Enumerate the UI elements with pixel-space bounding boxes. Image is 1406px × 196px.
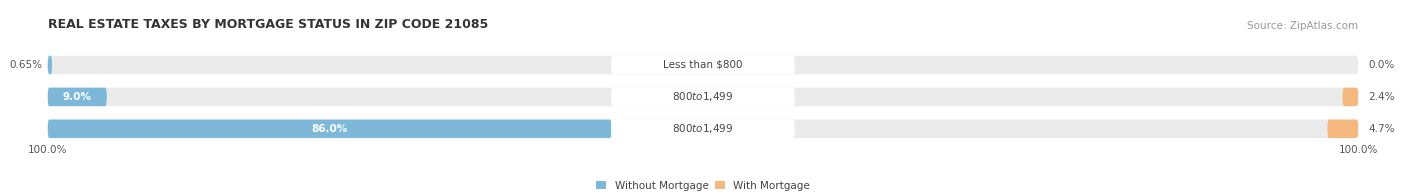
FancyBboxPatch shape bbox=[48, 56, 1358, 74]
FancyBboxPatch shape bbox=[48, 120, 612, 138]
Text: 9.0%: 9.0% bbox=[63, 92, 91, 102]
Text: $800 to $1,499: $800 to $1,499 bbox=[672, 90, 734, 103]
FancyBboxPatch shape bbox=[612, 88, 794, 106]
Text: 2.4%: 2.4% bbox=[1368, 92, 1395, 102]
Text: $800 to $1,499: $800 to $1,499 bbox=[672, 122, 734, 135]
FancyBboxPatch shape bbox=[1327, 120, 1358, 138]
Text: 100.0%: 100.0% bbox=[1339, 145, 1378, 155]
FancyBboxPatch shape bbox=[612, 56, 794, 74]
FancyBboxPatch shape bbox=[48, 88, 1358, 106]
FancyBboxPatch shape bbox=[48, 88, 107, 106]
FancyBboxPatch shape bbox=[48, 120, 1358, 138]
Text: 86.0%: 86.0% bbox=[311, 124, 347, 134]
FancyBboxPatch shape bbox=[1343, 88, 1358, 106]
Text: 0.65%: 0.65% bbox=[10, 60, 42, 70]
Text: REAL ESTATE TAXES BY MORTGAGE STATUS IN ZIP CODE 21085: REAL ESTATE TAXES BY MORTGAGE STATUS IN … bbox=[48, 18, 488, 32]
Text: Source: ZipAtlas.com: Source: ZipAtlas.com bbox=[1247, 22, 1358, 32]
Text: Less than $800: Less than $800 bbox=[664, 60, 742, 70]
Text: 100.0%: 100.0% bbox=[28, 145, 67, 155]
Text: 0.0%: 0.0% bbox=[1368, 60, 1395, 70]
FancyBboxPatch shape bbox=[612, 120, 794, 138]
Legend: Without Mortgage, With Mortgage: Without Mortgage, With Mortgage bbox=[596, 181, 810, 191]
FancyBboxPatch shape bbox=[48, 56, 52, 74]
Text: 4.7%: 4.7% bbox=[1368, 124, 1395, 134]
